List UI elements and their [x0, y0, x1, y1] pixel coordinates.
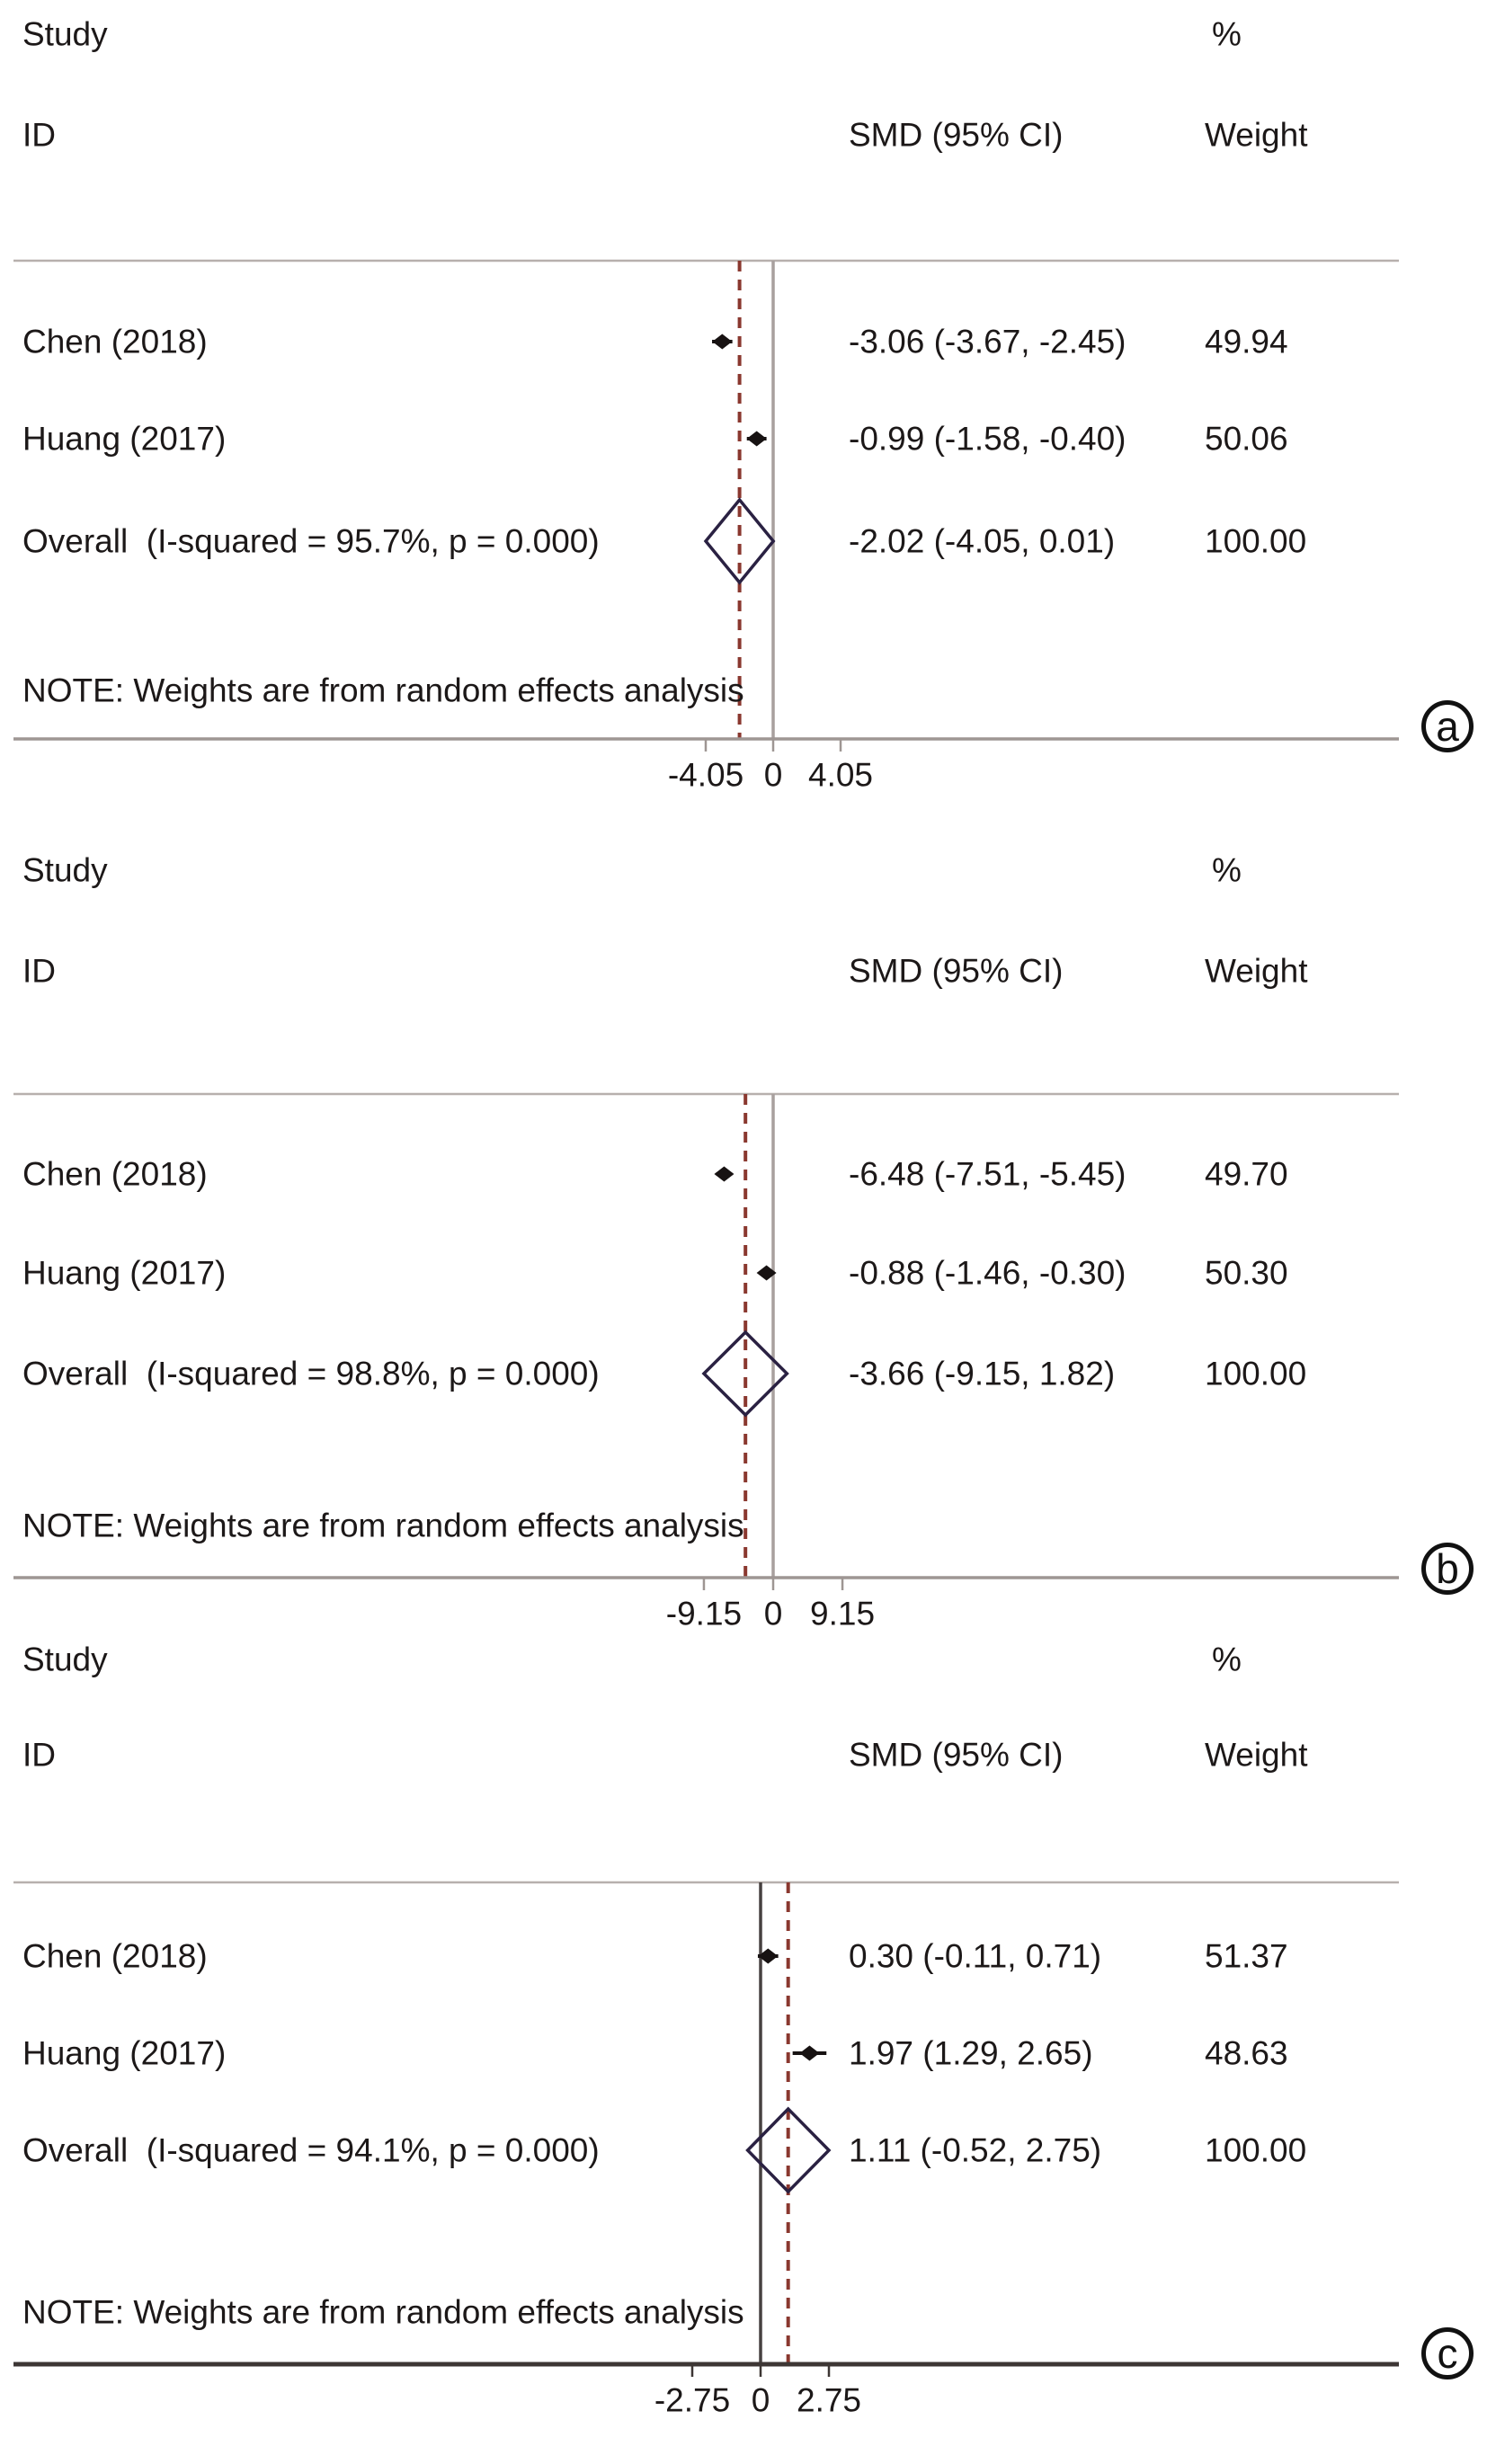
- axis-tick-label: 0: [751, 2381, 770, 2419]
- study-id-label: Chen (2018): [22, 323, 208, 360]
- axis-tick-label: 9.15: [810, 1595, 876, 1632]
- overall-diamond: [745, 2106, 832, 2194]
- axis-tick-label: 0: [763, 1595, 783, 1632]
- column-header-study: Study: [22, 851, 108, 889]
- column-header-weight: Weight: [1205, 952, 1308, 990]
- smd-ci-value: -0.99 (-1.58, -0.40): [849, 420, 1126, 458]
- overall-smd-value: -3.66 (-9.15, 1.82): [849, 1355, 1116, 1392]
- column-header-id: ID: [22, 1736, 56, 1774]
- study-id-label: Chen (2018): [22, 1155, 208, 1193]
- smd-ci-value: 0.30 (-0.11, 0.71): [849, 1937, 1102, 1975]
- smd-ci-value: -6.48 (-7.51, -5.45): [849, 1155, 1126, 1193]
- column-header-smd: SMD (95% CI): [849, 952, 1064, 990]
- axis-tick-label: 0: [763, 756, 783, 794]
- overall-smd-value: 1.11 (-0.52, 2.75): [849, 2131, 1102, 2169]
- overall-weight: 100.00: [1205, 522, 1307, 560]
- column-header-study: Study: [22, 1641, 108, 1678]
- smd-ci-value: 1.97 (1.29, 2.65): [849, 2034, 1093, 2072]
- column-header-smd: SMD (95% CI): [849, 1736, 1064, 1774]
- column-header-percent: %: [1212, 15, 1242, 53]
- column-header-study: Study: [22, 15, 108, 53]
- weight-value: 50.30: [1205, 1254, 1288, 1292]
- point-estimate-marker: [714, 1166, 735, 1182]
- overall-weight: 100.00: [1205, 1355, 1307, 1392]
- column-header-id: ID: [22, 952, 56, 990]
- column-header-percent: %: [1212, 851, 1242, 889]
- note-text: NOTE: Weights are from random effects an…: [22, 2293, 744, 2331]
- overall-diamond: [703, 497, 776, 585]
- axis-tick-label: -4.05: [667, 756, 744, 794]
- smd-ci-value: -3.06 (-3.67, -2.45): [849, 323, 1126, 360]
- weight-value: 50.06: [1205, 420, 1288, 458]
- study-id-label: Huang (2017): [22, 1254, 227, 1292]
- overall-diamond: [701, 1330, 789, 1418]
- axis-tick-label: 4.05: [807, 756, 874, 794]
- study-id-label: Huang (2017): [22, 420, 227, 458]
- overall-label: Overall (I-squared = 95.7%, p = 0.000): [22, 522, 600, 560]
- axis-tick-label: -9.15: [665, 1595, 743, 1632]
- note-text: NOTE: Weights are from random effects an…: [22, 1507, 744, 1544]
- panel-letter-badge: a: [1421, 700, 1474, 752]
- point-estimate-marker: [799, 2045, 820, 2061]
- axis-tick-label: 2.75: [796, 2381, 862, 2419]
- overall-label: Overall (I-squared = 94.1%, p = 0.000): [22, 2131, 600, 2169]
- point-estimate-marker: [712, 334, 733, 350]
- column-header-percent: %: [1212, 1641, 1242, 1678]
- weight-value: 49.70: [1205, 1155, 1288, 1193]
- study-id-label: Huang (2017): [22, 2034, 227, 2072]
- overall-weight: 100.00: [1205, 2131, 1307, 2169]
- panel-letter-badge: c: [1421, 2327, 1474, 2379]
- point-estimate-marker: [758, 1948, 779, 1964]
- column-header-weight: Weight: [1205, 116, 1308, 154]
- note-text: NOTE: Weights are from random effects an…: [22, 672, 744, 709]
- column-header-weight: Weight: [1205, 1736, 1308, 1774]
- weight-value: 49.94: [1205, 323, 1288, 360]
- point-estimate-marker: [746, 431, 767, 447]
- overall-label: Overall (I-squared = 98.8%, p = 0.000): [22, 1355, 600, 1392]
- weight-value: 48.63: [1205, 2034, 1288, 2072]
- column-header-smd: SMD (95% CI): [849, 116, 1064, 154]
- overall-smd-value: -2.02 (-4.05, 0.01): [849, 522, 1116, 560]
- axis-tick-label: -2.75: [654, 2381, 731, 2419]
- study-id-label: Chen (2018): [22, 1937, 208, 1975]
- weight-value: 51.37: [1205, 1937, 1288, 1975]
- panel-letter-badge: b: [1421, 1543, 1474, 1595]
- smd-ci-value: -0.88 (-1.46, -0.30): [849, 1254, 1126, 1292]
- column-header-id: ID: [22, 116, 56, 154]
- point-estimate-marker: [756, 1265, 777, 1281]
